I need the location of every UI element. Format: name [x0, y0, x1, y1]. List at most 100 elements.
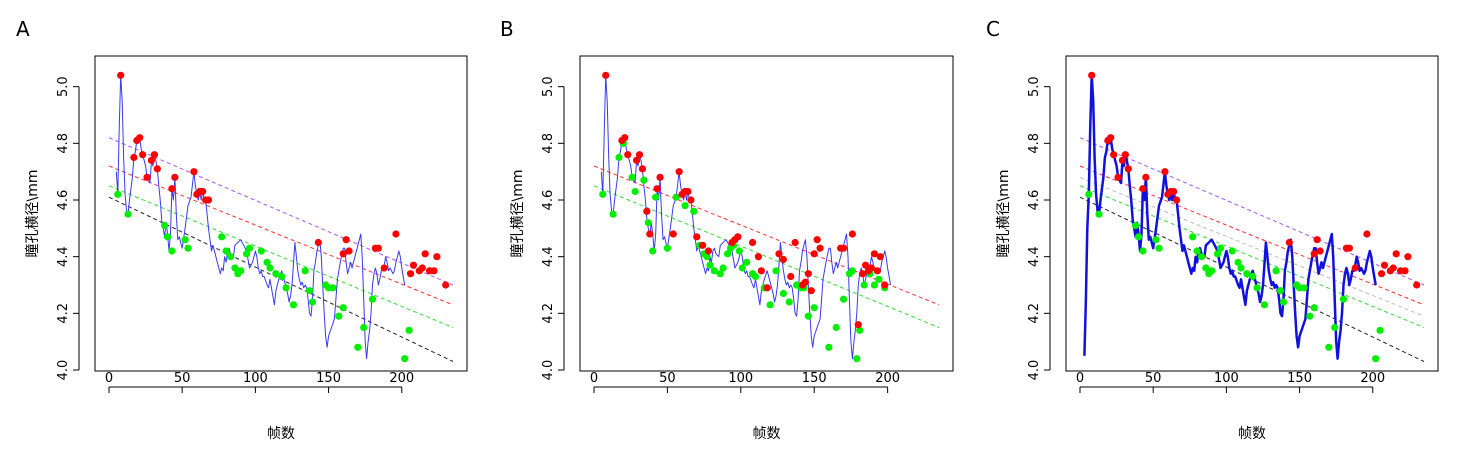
chart-panel-b: B 0 50 100 150 200 4.0 4.2 4.4 4.6 4.8 5.0 帧数 瞳孔横径\mm — [500, 17, 954, 442]
valley-point — [184, 244, 192, 252]
x-tick-label: 100 — [243, 371, 268, 386]
valley-point — [1155, 244, 1163, 252]
peak-point — [653, 185, 661, 193]
peak-point — [635, 151, 644, 159]
trend-line — [108, 185, 454, 328]
valley-point — [289, 301, 298, 309]
peak-point — [779, 255, 787, 264]
peak-point — [854, 321, 862, 329]
peak-point — [147, 156, 156, 164]
y-tick-label: 4.0 — [56, 360, 71, 381]
valley-point — [853, 355, 861, 363]
valley-point — [329, 284, 337, 292]
y-tick-label: 4.6 — [541, 190, 556, 211]
valley-point — [719, 264, 727, 272]
y-axis-title: 瞳孔横径\mm — [995, 170, 1012, 258]
plot-frame — [579, 55, 954, 372]
valley-point — [848, 267, 856, 275]
peak-point — [168, 185, 176, 193]
valley-point — [245, 244, 254, 252]
valley-point — [163, 233, 172, 241]
valley-point — [1331, 323, 1339, 332]
series-line — [600, 74, 892, 360]
chart-panel-a: A 0 50 100 150 200 4.0 4.2 4.4 4.6 4.8 5.0 帧数 瞳孔横径\mm — [16, 17, 468, 442]
valley-point — [1139, 247, 1147, 255]
peak-point — [1285, 238, 1293, 247]
valley-point — [257, 247, 265, 255]
x-tick-label: 50 — [659, 371, 676, 386]
peak-point — [199, 187, 207, 196]
peak-point — [859, 270, 867, 278]
valley-point — [1216, 244, 1225, 252]
x-axis-title: 帧数 — [1238, 426, 1266, 442]
peak-point — [442, 281, 450, 289]
peak-point — [380, 264, 388, 272]
peak-point — [139, 151, 147, 159]
x-tick-label: 100 — [1214, 371, 1239, 386]
peak-point — [1121, 151, 1129, 159]
valley-point — [615, 153, 623, 162]
peak-point — [339, 250, 347, 258]
valley-point — [1214, 250, 1222, 258]
plot-frame — [1065, 55, 1439, 372]
plot-area — [1079, 71, 1425, 363]
panel-letter: B — [500, 17, 514, 41]
peak-point — [656, 173, 664, 181]
peak-point — [810, 250, 818, 258]
chart-panel-c: C 0 50 100 150 200 4.0 4.2 4.4 4.6 4.8 5.0 帧数 瞳孔横径\mm — [986, 17, 1439, 442]
valley-point — [354, 343, 362, 351]
peak-point — [1124, 165, 1132, 173]
valley-point — [1272, 267, 1280, 275]
valley-point — [272, 270, 280, 278]
valley-point — [738, 264, 746, 272]
valley-point — [1300, 284, 1308, 292]
peak-point — [632, 156, 641, 164]
valley-point — [1193, 247, 1201, 255]
peak-point — [130, 153, 138, 162]
x-tick-label: 150 — [802, 371, 827, 386]
trend-line — [108, 137, 454, 286]
peak-point — [150, 151, 158, 159]
valley-point — [870, 281, 879, 289]
y-tick-label: 4.8 — [56, 133, 71, 154]
peak-point — [870, 250, 879, 258]
valley-point — [825, 343, 833, 351]
peak-point — [409, 261, 418, 269]
valley-point — [716, 270, 724, 278]
peak-point — [748, 238, 757, 247]
valley-point — [1325, 343, 1333, 351]
peak-point — [1313, 236, 1321, 244]
valley-point — [181, 236, 189, 244]
plot-frame — [94, 55, 468, 372]
trend-line — [593, 185, 940, 328]
x-tick-label: 200 — [875, 371, 900, 386]
valley-point — [631, 187, 639, 196]
valley-point — [231, 264, 239, 272]
valley-point — [1276, 287, 1285, 295]
peak-point — [314, 238, 322, 247]
valley-point — [368, 295, 377, 303]
series-line — [115, 74, 406, 360]
valley-point — [804, 312, 812, 320]
valley-point — [237, 267, 245, 275]
peak-point — [117, 71, 125, 79]
peak-point — [345, 247, 353, 255]
valley-point — [875, 275, 883, 283]
valley-point — [226, 253, 235, 261]
peak-point — [1363, 230, 1371, 238]
x-tick-label: 0 — [590, 371, 598, 386]
peak-point — [1139, 185, 1147, 193]
peak-point — [693, 233, 701, 241]
peak-point — [1107, 134, 1115, 142]
peak-point — [1173, 196, 1181, 204]
valley-point — [1339, 295, 1348, 303]
peak-point — [153, 165, 161, 173]
peak-point — [1310, 250, 1318, 258]
valley-point — [644, 219, 652, 227]
y-tick-label: 4.2 — [541, 303, 556, 324]
valley-point — [1310, 304, 1318, 312]
valley-point — [335, 312, 343, 320]
plot-area — [108, 71, 454, 363]
